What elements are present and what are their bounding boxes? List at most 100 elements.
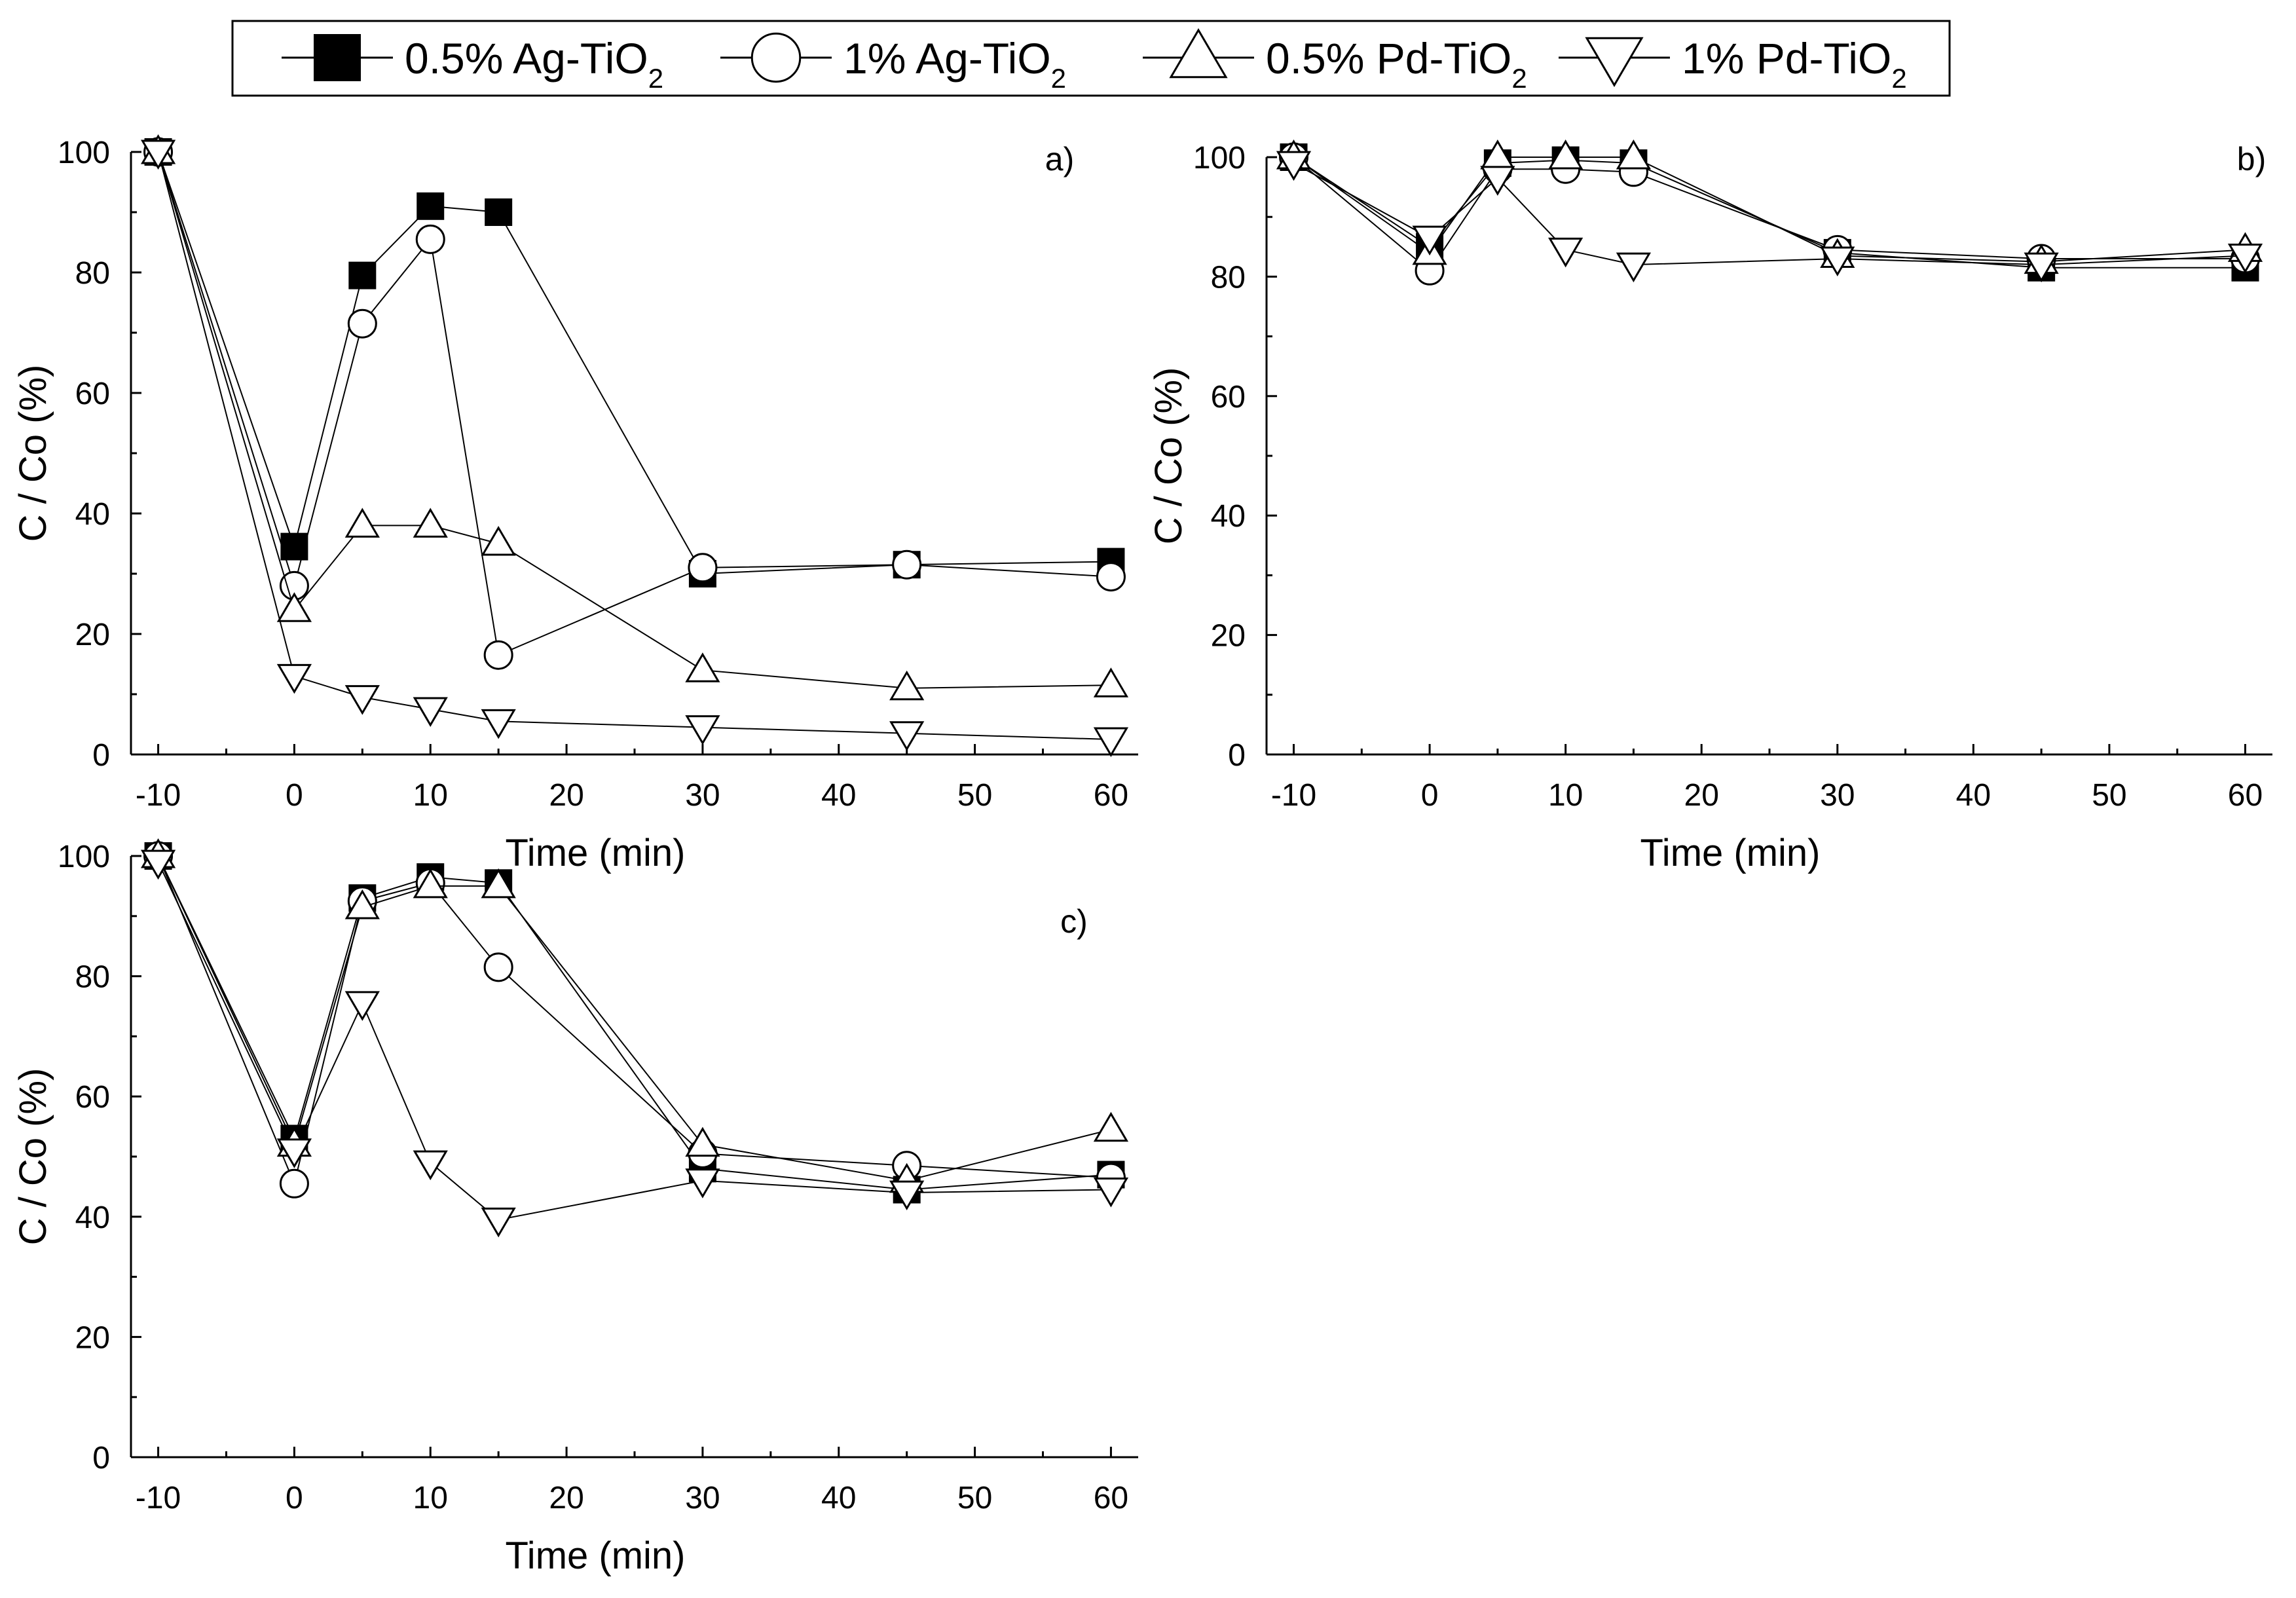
panel-a-x-axis-title: Time (min): [506, 832, 686, 874]
panel-c-y-tick-label: 60: [75, 1080, 110, 1115]
panel-c-point-pd1: [140, 849, 176, 880]
panel-a-x-tick-label: 0: [286, 778, 303, 813]
panel-a-y-tick-label: 60: [75, 377, 110, 411]
panel-b-y-tick-label: 100: [1193, 141, 1246, 176]
panel-a-point-ag1: [347, 308, 377, 339]
panel-c: -10 0 10 20 30 40 50 60 0 20 40 60 80 100 Time (min) C …: [12, 838, 1138, 1577]
panel-a-point-pd05: [889, 670, 925, 701]
panel-b-x-tick-label: 50: [2092, 778, 2126, 813]
panel-a-label: a): [1045, 141, 1074, 177]
panel-c-point-pd1: [685, 1168, 720, 1198]
panel-a-y-tick-label: 80: [75, 256, 110, 291]
panel-c-series-pd05: [140, 838, 1129, 1193]
panel-a-point-pd05: [685, 652, 720, 682]
panel-c-y-tick-label: 20: [75, 1320, 110, 1355]
legend-item-pd1: 1% Pd-TiO2: [1559, 34, 1907, 94]
panel-a-x-tick-label: 60: [1094, 778, 1128, 813]
legend: 0.5% Ag-TiO2 1% Ag-TiO2 0.5% Pd-TiO2 1% Pd-…: [231, 20, 1951, 97]
panel-c-point-pd05: [413, 868, 448, 899]
panel-b-y-tick-label: 0: [1228, 738, 1246, 773]
panel-a-line-ag1: [157, 151, 1111, 656]
panel-b-y-tick-label: 80: [1211, 260, 1246, 295]
panel-c-line-pd05: [157, 855, 1111, 1181]
panel-c-point-pd1: [1093, 1177, 1129, 1208]
panel-a-line-pd05: [157, 151, 1111, 689]
panel-a-point-ag05: [280, 532, 308, 561]
panel-b-point-pd1: [1616, 252, 1652, 283]
panel-a-series-ag1: [143, 137, 1126, 670]
legend-marker-ag1: [750, 32, 802, 83]
panel-a-point-pd05: [413, 508, 448, 538]
panel-c-x-tick-label: 40: [821, 1481, 856, 1515]
panel-b-y-tick-label: 60: [1211, 380, 1246, 415]
panel-a-y-tick-label: 20: [75, 618, 110, 652]
panel-c-x-tick-label: 60: [1094, 1481, 1128, 1515]
legend-label-ag1: 1% Ag-TiO2: [843, 34, 1066, 94]
panel-c-series-pd1: [140, 849, 1129, 1238]
panel-c-y-axis-title: C / Co (%): [12, 1068, 54, 1246]
panel-b-y-axis-title: C / Co (%): [1147, 367, 1190, 545]
panel-b-point-pd1: [2024, 252, 2059, 283]
panel-b-x-tick-label: 60: [2228, 778, 2263, 813]
panel-a-point-pd1: [344, 685, 380, 715]
panel-b: -10 0 10 20 30 40 50 60 0 20 40 60 80 100 Time (min) C …: [1147, 139, 2272, 874]
panel-c-x-tick-label: 50: [957, 1481, 992, 1515]
panel-a-x-tick-label: 20: [549, 778, 583, 813]
panel-b-x-tick-label: 10: [1548, 778, 1583, 813]
panel-b-point-pd1: [1820, 246, 1855, 277]
legend-marker-pd1: [1585, 37, 1644, 87]
panel-c-x-tick-label: 30: [685, 1481, 720, 1515]
panel-c-point-pd1: [276, 1138, 312, 1168]
panel-a-point-pd1: [481, 709, 516, 739]
panel-a-point-ag1: [483, 640, 513, 670]
panel-b-label: b): [2237, 141, 2266, 177]
panel-c-point-pd05: [1093, 1111, 1129, 1142]
panel-c-point-pd05: [344, 889, 380, 920]
panel-b-y-tick-label: 40: [1211, 499, 1246, 534]
panel-b-y-tick-label: 20: [1211, 619, 1246, 654]
panel-a-point-ag1: [415, 224, 445, 254]
panel-a-point-ag05: [348, 261, 377, 289]
legend-item-ag05: 0.5% Ag-TiO2: [282, 34, 663, 94]
panel-a-point-pd1: [140, 139, 176, 170]
panel-b-x-tick-label: 0: [1421, 778, 1439, 813]
panel-b-point-pd1: [2227, 243, 2263, 274]
panel-a-point-pd05: [1093, 667, 1129, 697]
legend-label-pd05: 0.5% Pd-TiO2: [1266, 34, 1527, 94]
panel-c-line-ag05: [157, 855, 1111, 1191]
panel-c-line-ag1: [157, 855, 1111, 1186]
panel-a-y-axis-title: C / Co (%): [12, 365, 54, 542]
panel-c-x-tick-label: -10: [136, 1481, 181, 1515]
panel-a-series-pd1: [140, 139, 1129, 757]
panel-b-x-axis-title: Time (min): [1640, 832, 1821, 874]
panel-c-series-ag1: [143, 841, 1126, 1198]
panel-c-x-tick-label: 20: [549, 1481, 583, 1515]
panel-a-y-tick-label: 100: [58, 136, 110, 170]
panel-c-x-tick-label: 10: [413, 1481, 448, 1515]
panel-b-point-pd1: [1276, 151, 1312, 181]
panel-b-x-tick-label: -10: [1271, 778, 1316, 813]
panel-a-point-pd05: [481, 526, 516, 556]
panel-c-y-tick-label: 40: [75, 1200, 110, 1235]
panel-a-point-pd05: [276, 592, 312, 622]
panel-a-point-ag05: [417, 192, 445, 220]
panel-c-point-pd1: [889, 1180, 925, 1211]
panel-c-point-pd1: [344, 991, 380, 1021]
panel-a-point-ag1: [1096, 562, 1126, 592]
panel-a-series-pd05: [140, 134, 1129, 701]
panel-b-line-pd05: [1293, 157, 2246, 263]
panel-b-x-tick-label: 20: [1684, 778, 1719, 813]
panel-b-point-pd05: [1616, 139, 1652, 170]
panel-a-x-tick-label: 30: [685, 778, 720, 813]
panel-a-x-tick-label: 10: [413, 778, 448, 813]
panel-a-point-pd05: [344, 508, 380, 538]
panel-c-point-pd05: [685, 1126, 720, 1157]
panel-c-y-tick-label: 80: [75, 960, 110, 995]
panel-b-x-tick-label: 30: [1820, 778, 1855, 813]
panel-c-line-pd1: [157, 861, 1111, 1221]
panel-c-point-ag1: [483, 952, 513, 982]
legend-item-ag1: 1% Ag-TiO2: [720, 32, 1066, 94]
panel-a-point-pd1: [685, 715, 720, 745]
